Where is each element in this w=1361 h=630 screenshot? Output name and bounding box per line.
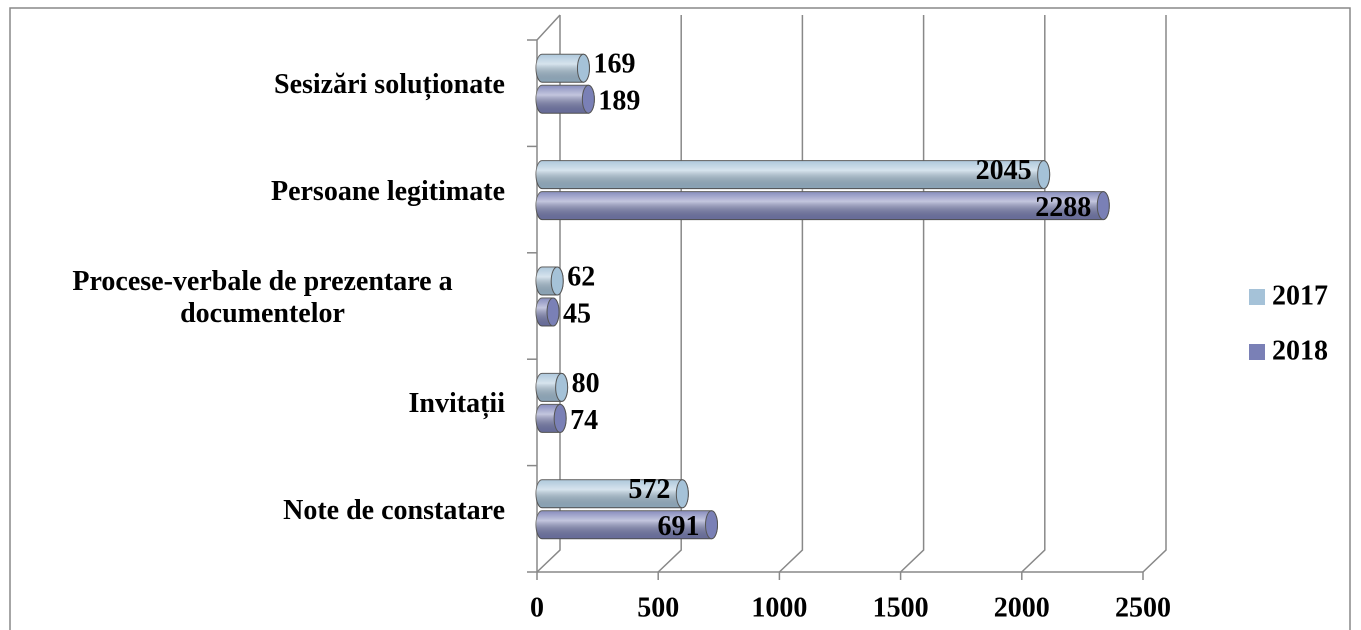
y-tick-label: Persoane legitimate <box>270 175 505 207</box>
grid-line <box>900 15 925 573</box>
bar-shine <box>536 54 590 83</box>
data-label: 2045 <box>976 155 1032 186</box>
x-tick-label: 1500 <box>873 592 929 623</box>
bar-cap <box>555 372 569 402</box>
chart-frame <box>9 7 1351 630</box>
x-tick-label: 1000 <box>751 592 807 623</box>
bar-cap <box>553 403 567 433</box>
legend-swatch <box>1249 344 1265 360</box>
bar-cap <box>546 297 560 327</box>
bar-cap <box>705 510 719 540</box>
y-tick-label: Note de constatare <box>283 494 505 526</box>
y-tick-label: Invitații <box>408 388 505 420</box>
data-label: 62 <box>567 261 595 292</box>
data-label: 572 <box>628 474 670 505</box>
bar-shine <box>536 479 689 508</box>
grid-line <box>778 15 804 573</box>
bar-cap <box>1096 191 1110 221</box>
legend-swatch <box>1249 289 1265 305</box>
legend-label: 2018 <box>1272 335 1328 366</box>
data-label: 74 <box>570 405 598 436</box>
bar-cap <box>576 53 590 83</box>
y-tick-label: Procese-verbale de prezentare a document… <box>72 266 453 329</box>
grid-line <box>1142 15 1167 573</box>
category-label-box: Procese-verbale de prezentare a document… <box>5 266 505 330</box>
category-label-box: Invitații <box>5 388 505 420</box>
data-label: 80 <box>572 368 600 399</box>
y-tick-label: Sesizări soluționate <box>274 69 505 101</box>
category-label-box: Sesizări soluționate <box>5 69 505 101</box>
bar-shine <box>536 510 718 539</box>
bar-shine <box>536 85 595 114</box>
data-label: 189 <box>598 86 640 117</box>
x-tick-label: 2000 <box>994 592 1050 623</box>
bar-shine <box>536 191 1110 220</box>
bar-cap <box>581 84 595 114</box>
category-label-box: Note de constatare <box>5 495 505 527</box>
bar-cap <box>550 266 564 296</box>
data-label: 45 <box>563 298 591 329</box>
x-tick-label: 2500 <box>1115 592 1171 623</box>
category-label-box: Persoane legitimate <box>5 176 505 208</box>
legend-label: 2017 <box>1272 280 1328 311</box>
grid-line <box>1021 15 1046 573</box>
data-label: 169 <box>593 49 635 80</box>
bar-cap <box>675 479 689 509</box>
data-label: 2288 <box>1035 192 1091 223</box>
x-tick-label: 500 <box>637 592 679 623</box>
x-tick-label: 0 <box>530 592 544 623</box>
data-label: 691 <box>658 511 700 542</box>
bar-cap <box>1037 160 1051 190</box>
bar-shine <box>536 160 1050 189</box>
